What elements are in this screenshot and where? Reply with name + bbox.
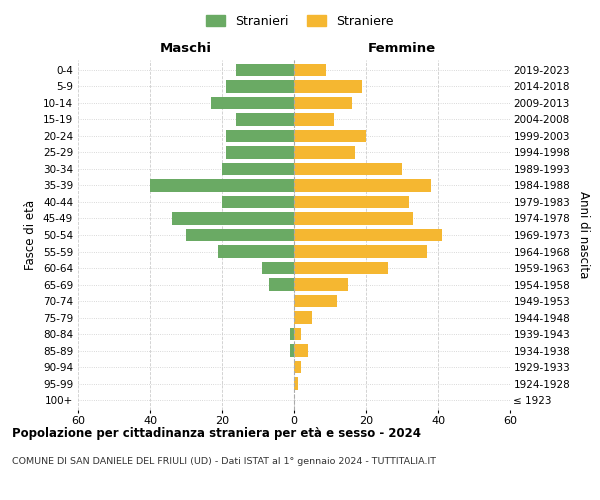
- Bar: [226, 146, 294, 158]
- Bar: [186, 229, 294, 241]
- Text: Popolazione per cittadinanza straniera per età e sesso - 2024: Popolazione per cittadinanza straniera p…: [12, 428, 421, 440]
- Y-axis label: Anni di nascita: Anni di nascita: [577, 192, 590, 278]
- Bar: [172, 212, 294, 224]
- Bar: [294, 295, 337, 307]
- Bar: [222, 163, 294, 175]
- Bar: [294, 113, 334, 126]
- Bar: [294, 196, 409, 208]
- Bar: [226, 80, 294, 92]
- Bar: [294, 80, 362, 92]
- Bar: [294, 146, 355, 158]
- Bar: [294, 130, 366, 142]
- Bar: [211, 96, 294, 109]
- Bar: [269, 278, 294, 290]
- Bar: [262, 262, 294, 274]
- Bar: [236, 64, 294, 76]
- Bar: [294, 328, 301, 340]
- Bar: [218, 246, 294, 258]
- Bar: [294, 378, 298, 390]
- Bar: [290, 344, 294, 357]
- Bar: [294, 344, 308, 357]
- Bar: [294, 246, 427, 258]
- Bar: [294, 64, 326, 76]
- Bar: [290, 328, 294, 340]
- Text: Maschi: Maschi: [160, 42, 212, 55]
- Bar: [294, 361, 301, 374]
- Bar: [294, 262, 388, 274]
- Legend: Stranieri, Straniere: Stranieri, Straniere: [203, 11, 397, 32]
- Bar: [150, 180, 294, 192]
- Bar: [294, 278, 348, 290]
- Bar: [222, 196, 294, 208]
- Y-axis label: Fasce di età: Fasce di età: [25, 200, 37, 270]
- Bar: [226, 130, 294, 142]
- Bar: [294, 180, 431, 192]
- Bar: [294, 163, 402, 175]
- Bar: [294, 96, 352, 109]
- Bar: [294, 312, 312, 324]
- Bar: [294, 212, 413, 224]
- Bar: [236, 113, 294, 126]
- Bar: [294, 229, 442, 241]
- Text: Femmine: Femmine: [368, 42, 436, 55]
- Text: COMUNE DI SAN DANIELE DEL FRIULI (UD) - Dati ISTAT al 1° gennaio 2024 - TUTTITAL: COMUNE DI SAN DANIELE DEL FRIULI (UD) - …: [12, 458, 436, 466]
